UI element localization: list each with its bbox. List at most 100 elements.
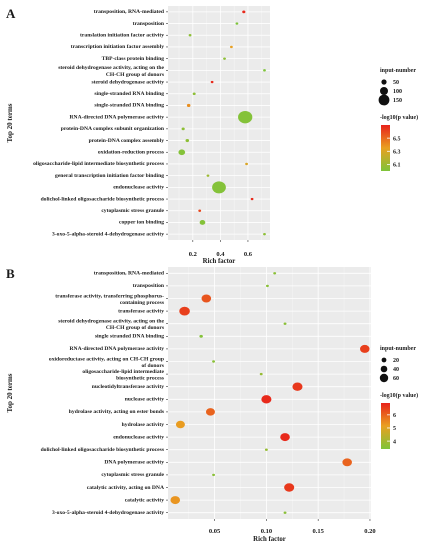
data-point xyxy=(342,458,352,467)
plot-background xyxy=(168,267,371,519)
y-tick-label: copper ion binding xyxy=(119,220,164,226)
data-point xyxy=(192,92,196,96)
data-point xyxy=(264,448,268,451)
y-tick-label-line: oligosaccharide-lipid intermediate xyxy=(82,369,164,375)
data-point xyxy=(186,103,191,107)
y-tick-label-line: CH-CH group of donors xyxy=(106,325,165,331)
y-tick-label: single-stranded DNA binding xyxy=(94,103,164,109)
data-point xyxy=(259,372,263,376)
y-tick-label: oxidoreductase activity, acting on CH-CH… xyxy=(49,356,165,369)
plot-background xyxy=(168,6,270,240)
size-legend-label: 20 xyxy=(393,358,399,364)
panel-letter: B xyxy=(6,266,15,281)
data-point xyxy=(263,69,266,72)
y-tick-label: cytoplasmic stress granule xyxy=(101,208,164,214)
data-point xyxy=(283,511,287,514)
y-tick-label: protein-DNA complex subunit organization xyxy=(61,126,165,132)
data-point xyxy=(263,232,266,236)
y-tick-label: transferase activity xyxy=(118,308,164,314)
data-point xyxy=(198,209,202,212)
panel-letter: A xyxy=(6,6,16,21)
x-tick-label: 0.4 xyxy=(216,251,225,258)
y-tick-label: transposition, RNA-mediated xyxy=(94,271,165,277)
data-point xyxy=(179,306,190,316)
data-point xyxy=(199,334,203,338)
y-tick-label: 3-oxo-5-alpha-steroid 4-dehydrogenase ac… xyxy=(52,510,164,516)
data-point xyxy=(212,360,216,363)
y-tick-label: steroid dehydrogenase activity, acting o… xyxy=(58,319,165,332)
data-point xyxy=(170,496,181,505)
data-point xyxy=(206,174,210,177)
x-tick-label: 0.05 xyxy=(209,528,221,535)
x-axis-title: Rich factor xyxy=(203,258,236,265)
data-point xyxy=(360,344,370,353)
y-tick-label: oligosaccharide-lipid intermediate biosy… xyxy=(33,161,165,167)
y-tick-label: endonuclease activity xyxy=(113,434,164,440)
data-point xyxy=(261,395,272,404)
y-tick-label-line: steroid dehydrogenase activity, acting o… xyxy=(58,319,164,325)
data-point xyxy=(235,22,239,25)
y-tick-label: transposition xyxy=(133,21,165,27)
data-point xyxy=(273,272,277,275)
y-tick-label: transcription initiation factor assembly xyxy=(71,44,164,50)
size-legend-label: 40 xyxy=(393,367,399,373)
data-point xyxy=(199,219,206,225)
data-point xyxy=(175,420,185,429)
color-legend-title: -log10(p value) xyxy=(380,114,418,121)
y-tick-label-line: oxidoreductase activity, acting on CH-CH… xyxy=(49,356,164,362)
color-legend-title: -log10(p value) xyxy=(380,392,418,399)
y-tick-label: translation initiation factor activity xyxy=(80,33,164,39)
y-tick-label: dolichol-linked oligosaccharide biosynth… xyxy=(41,447,165,453)
x-tick-label: 0.10 xyxy=(261,528,272,535)
y-tick-label: RNA-directed DNA polymerase activity xyxy=(69,346,164,352)
y-tick-label-line: biosynthetic process xyxy=(116,376,165,382)
data-point xyxy=(185,139,190,143)
color-legend-label: 5 xyxy=(393,426,396,432)
data-point xyxy=(212,181,226,194)
color-legend-label: 6 xyxy=(393,413,396,419)
y-tick-label: oligosaccharide-lipid intermediate biosyn… xyxy=(82,369,164,382)
size-legend-label: 60 xyxy=(393,376,399,382)
y-tick-label: single stranded DNA binding xyxy=(95,334,164,340)
size-legend-marker xyxy=(381,357,387,363)
y-axis-title: Top 20 terms xyxy=(6,373,14,412)
color-legend-label: 4 xyxy=(393,439,396,445)
y-tick-label: hydrolase activity xyxy=(122,422,165,428)
data-point xyxy=(210,80,214,84)
y-tick-label: transposition, RNA-mediated xyxy=(94,9,165,15)
y-tick-label-line: containing process xyxy=(120,300,165,306)
color-legend-bar xyxy=(381,125,390,171)
y-tick-label: transferase activity, transferring phosp… xyxy=(55,293,165,306)
y-tick-label: single-stranded RNA binding xyxy=(94,91,164,97)
y-tick-label: steroid dehydrogenase activity, acting o… xyxy=(58,65,165,78)
size-legend-title: input-number xyxy=(380,346,416,352)
size-legend-marker xyxy=(380,87,388,95)
size-legend-label: 150 xyxy=(393,98,402,104)
y-tick-label: 3-oxo-5-alpha-steroid 4-dehydrogenase ac… xyxy=(52,231,164,237)
data-point xyxy=(280,433,290,442)
x-tick-label: 0.6 xyxy=(244,251,253,258)
size-legend-marker xyxy=(380,365,388,373)
y-tick-label: general transcription initiation factor … xyxy=(55,173,164,179)
y-tick-label: hydrolase activity, acting on ester bond… xyxy=(69,409,165,415)
color-legend-label: 6.3 xyxy=(393,149,401,155)
y-axis-title: Top 20 terms xyxy=(6,103,14,142)
data-point xyxy=(284,483,295,492)
data-point xyxy=(230,45,233,49)
data-point xyxy=(188,34,192,37)
data-point xyxy=(178,149,186,156)
size-legend-label: 50 xyxy=(393,80,399,86)
y-tick-label: steroid dehydrogenase activity xyxy=(91,79,164,85)
data-point xyxy=(181,127,185,131)
size-legend-marker xyxy=(381,79,387,85)
y-tick-label-line: CH-CH group of donors xyxy=(106,72,165,78)
color-legend-label: 6.5 xyxy=(393,136,401,142)
data-point xyxy=(250,197,254,201)
y-tick-label: catalytic activity, acting on DNA xyxy=(87,485,164,491)
y-tick-label: nucleotidyltransferase activity xyxy=(92,384,164,390)
data-point xyxy=(265,284,269,288)
y-tick-label: dolichol-linked oligosaccharide biosynth… xyxy=(41,196,165,202)
x-tick-label: 0.15 xyxy=(312,528,324,535)
